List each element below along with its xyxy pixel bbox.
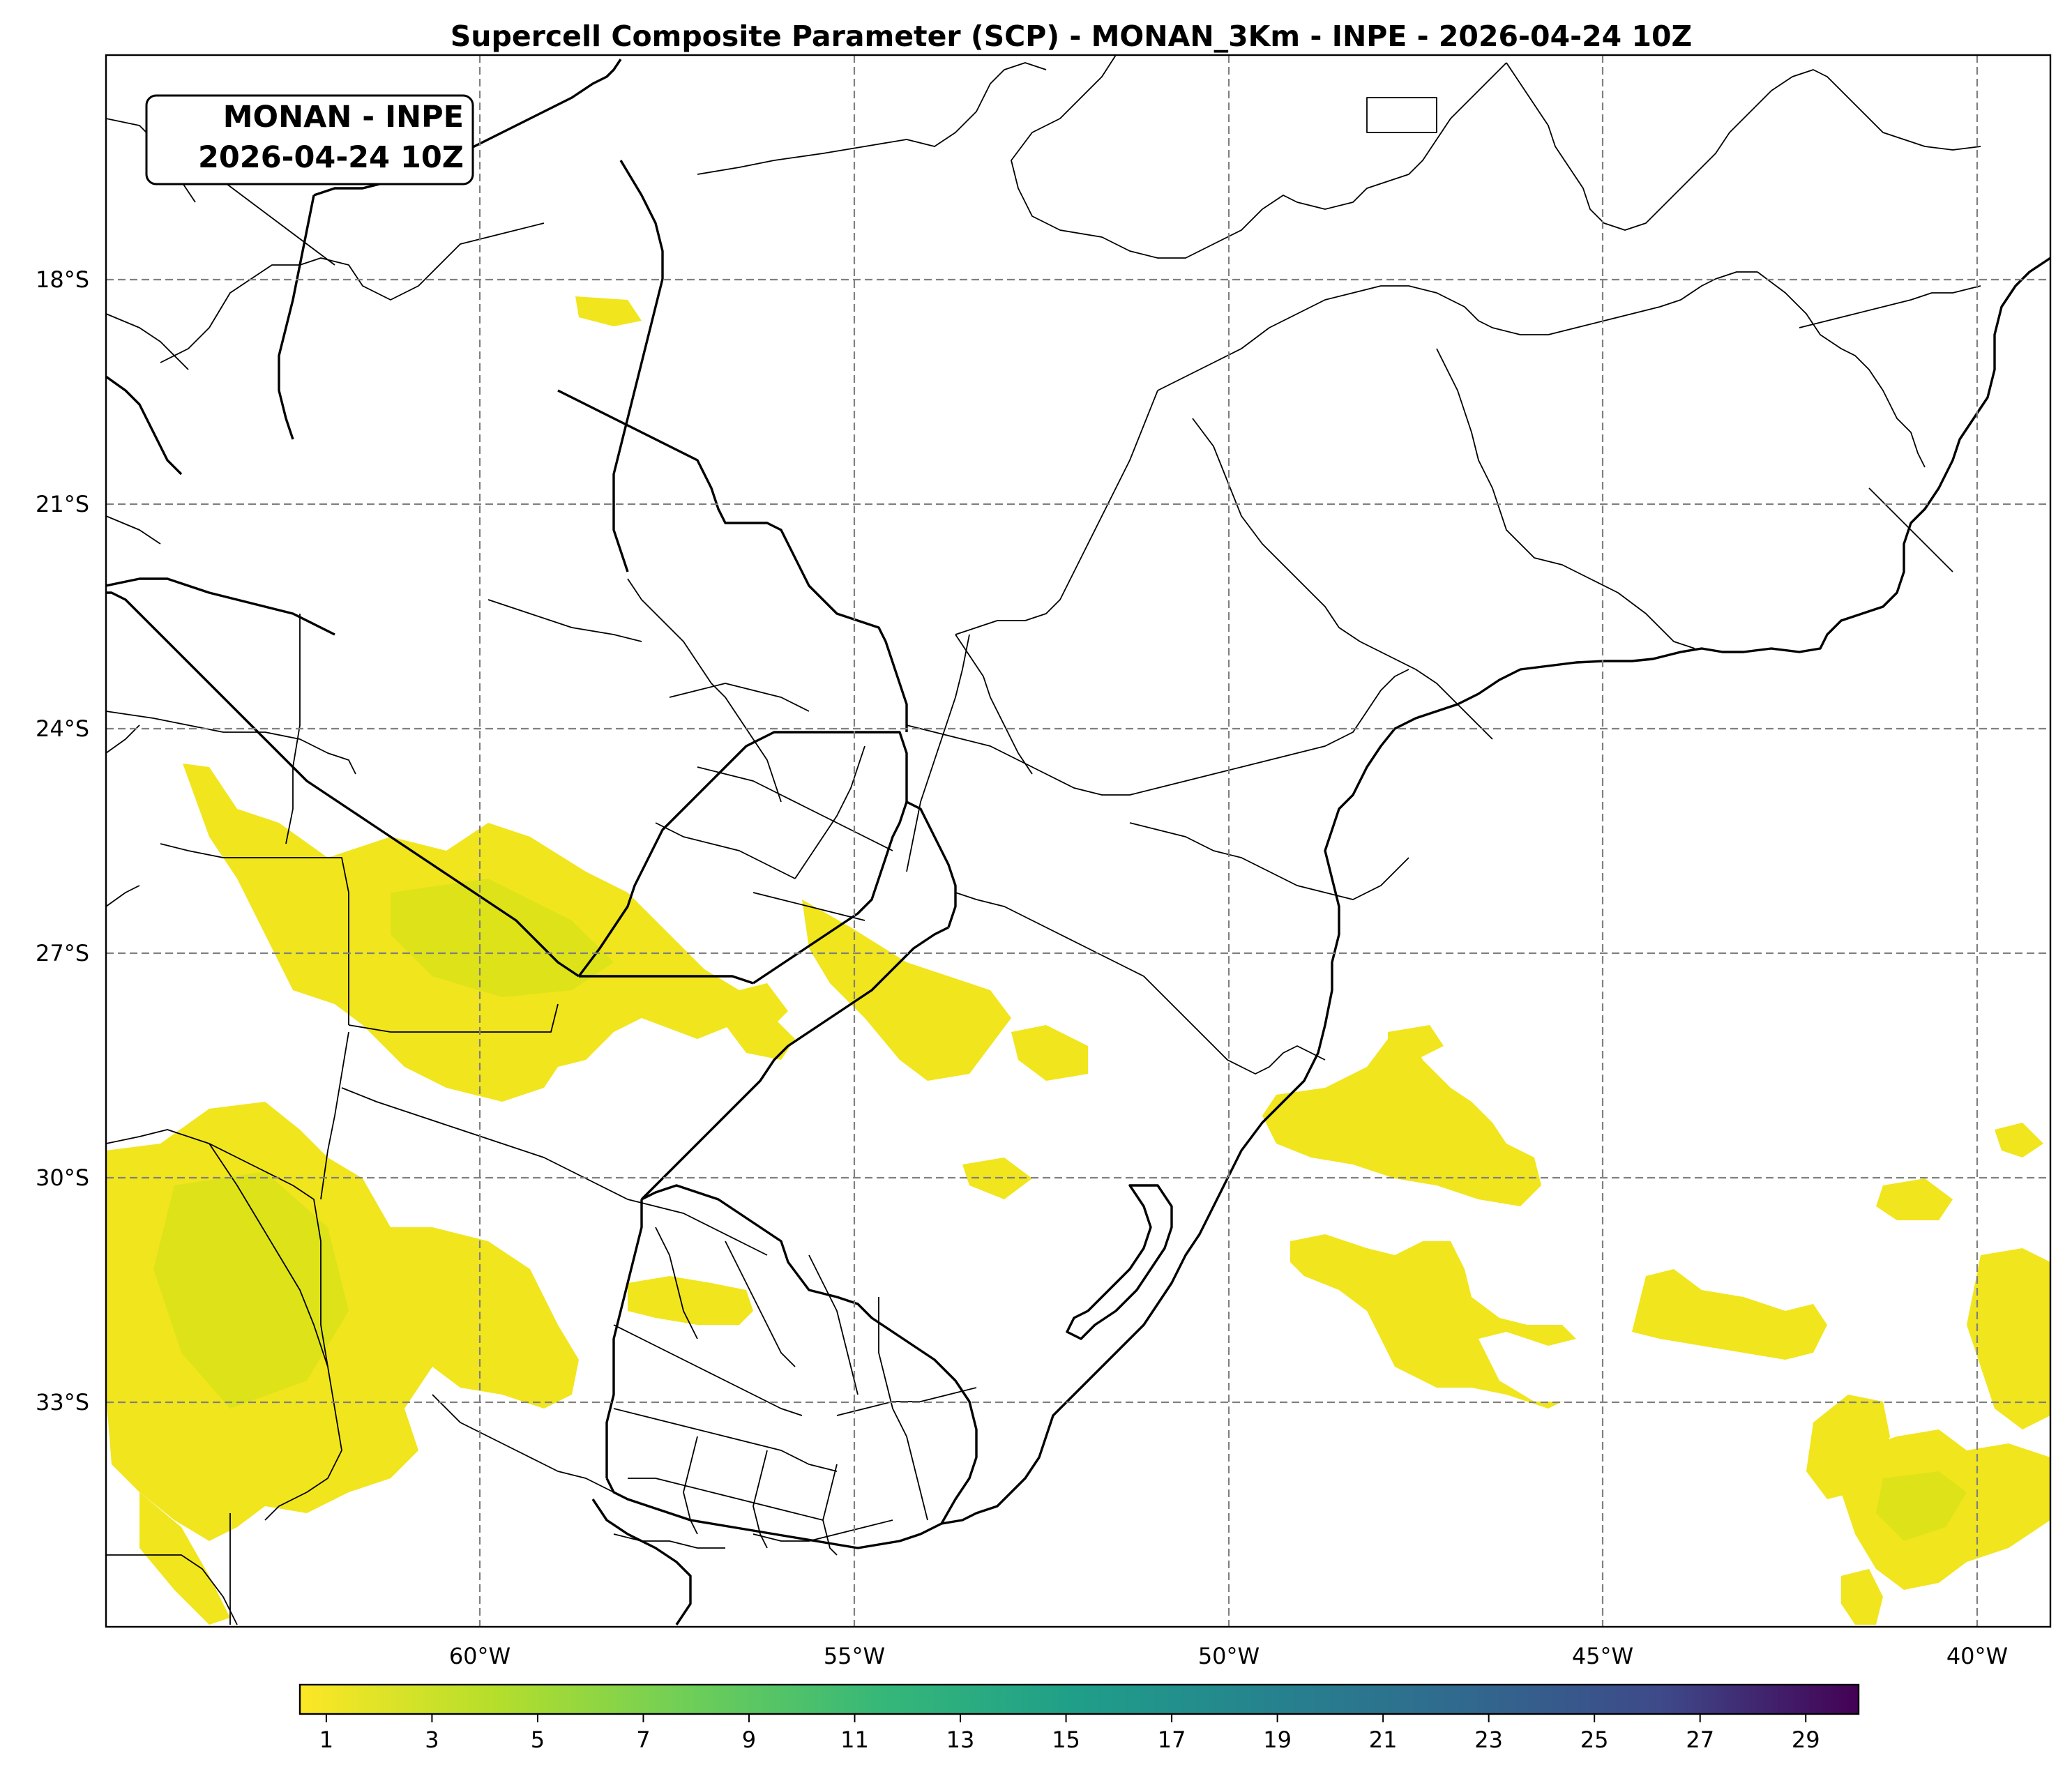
colorbar-tick-label: 25 <box>1580 1727 1609 1753</box>
colorbar-tick-label: 29 <box>1792 1727 1820 1753</box>
colorbar-tick-label: 7 <box>636 1727 650 1753</box>
gridlines <box>106 55 2050 1627</box>
colorbar: 1 3 5 7 9 11 13 15 17 19 21 23 25 27 29 <box>298 1683 1860 1753</box>
colorbar-tick-label: 27 <box>1686 1727 1714 1753</box>
figure-title: Supercell Composite Parameter (SCP) - MO… <box>451 20 1692 53</box>
colorbar-tick-label: 17 <box>1158 1727 1186 1753</box>
lat-label: 18°S <box>36 266 89 293</box>
colorbar-tick-label: 21 <box>1369 1727 1398 1753</box>
lon-tick-labels: 60°W 55°W 50°W 45°W 40°W <box>449 1643 2008 1669</box>
state-borders <box>106 55 1981 1625</box>
model-stamp: MONAN - INPE 2026-04-24 10Z <box>145 94 474 185</box>
lon-label: 60°W <box>449 1643 511 1669</box>
colorbar-gradient <box>298 1683 1860 1715</box>
colorbar-tick-label: 9 <box>742 1727 756 1753</box>
lon-label: 40°W <box>1946 1643 2008 1669</box>
scp-field <box>106 296 2050 1625</box>
lon-label: 45°W <box>1572 1643 1633 1669</box>
colorbar-ticks: 1 3 5 7 9 11 13 15 17 19 21 23 25 27 29 <box>319 1714 1820 1753</box>
colorbar-tick-label: 11 <box>840 1727 869 1753</box>
lon-label: 50°W <box>1198 1643 1260 1669</box>
lat-label: 21°S <box>36 491 89 517</box>
colorbar-tick-label: 1 <box>319 1727 333 1753</box>
lat-tick-labels: 18°S 21°S 24°S 27°S 30°S 33°S <box>36 266 89 1416</box>
lat-label: 27°S <box>36 940 89 966</box>
colorbar-tick-label: 19 <box>1263 1727 1292 1753</box>
lat-label: 30°S <box>36 1164 89 1191</box>
stamp-line-2: 2026-04-24 10Z <box>198 140 464 175</box>
lat-label: 33°S <box>36 1389 89 1416</box>
map-frame <box>105 54 2052 1628</box>
lat-label: 24°S <box>36 715 89 742</box>
stamp-line-1: MONAN - INPE <box>223 100 464 135</box>
map-area <box>106 55 2050 1627</box>
colorbar-tick-label: 3 <box>425 1727 439 1753</box>
colorbar-tick-label: 15 <box>1052 1727 1080 1753</box>
lon-label: 55°W <box>824 1643 885 1669</box>
colorbar-tick-label: 13 <box>946 1727 975 1753</box>
colorbar-tick-label: 23 <box>1474 1727 1503 1753</box>
colorbar-tick-label: 5 <box>531 1727 545 1753</box>
